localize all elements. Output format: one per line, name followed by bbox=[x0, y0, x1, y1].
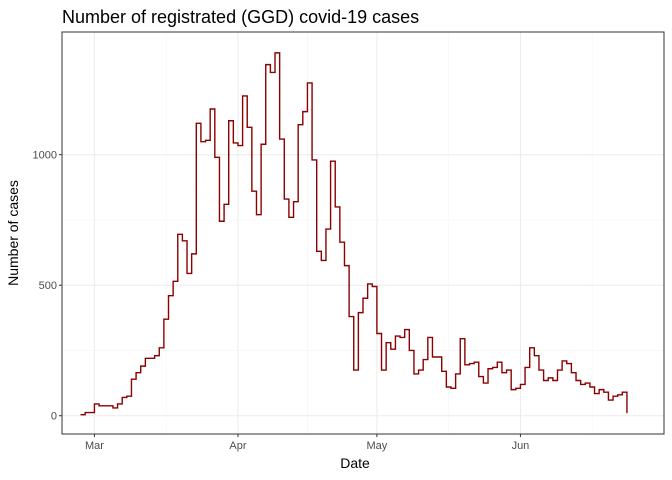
panel-border bbox=[61, 31, 665, 435]
y-tick-label: 0 bbox=[51, 411, 57, 423]
plot-panel bbox=[61, 31, 665, 435]
x-tick-label: May bbox=[367, 440, 388, 452]
x-axis-title: Date bbox=[340, 455, 370, 471]
chart-title: Number of registrated (GGD) covid-19 cas… bbox=[62, 7, 419, 27]
series-line-0 bbox=[80, 52, 628, 416]
x-tick-label: Jun bbox=[512, 440, 530, 452]
y-axis-title: Number of cases bbox=[5, 180, 21, 286]
y-tick-label: 1000 bbox=[33, 150, 57, 162]
x-tick-label: Mar bbox=[85, 440, 104, 452]
y-axis-tick-labels: 0 500 1000 bbox=[33, 150, 62, 423]
x-tick-label: Apr bbox=[229, 440, 246, 452]
x-axis-tick-labels: Mar Apr May Jun bbox=[85, 434, 529, 452]
y-tick-label: 500 bbox=[39, 280, 57, 292]
plot-background bbox=[62, 32, 664, 434]
